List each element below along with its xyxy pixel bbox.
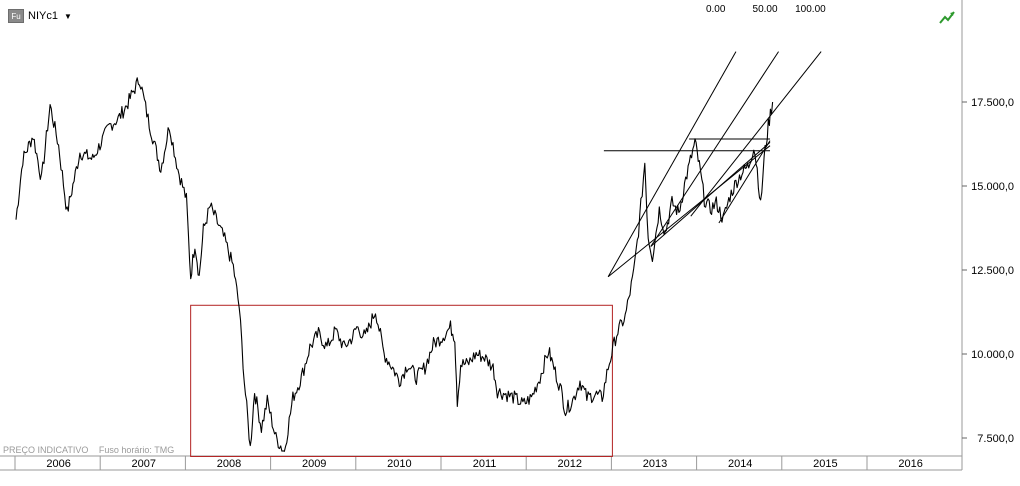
x-tick-label: 2007	[132, 458, 156, 470]
fib-channel-line[interactable]	[690, 51, 822, 217]
fib-channel-line[interactable]	[650, 51, 779, 247]
x-tick-label: 2006	[46, 458, 70, 470]
y-tick-label: 7.500,0	[977, 433, 1014, 445]
fib-level-label: 100.00	[795, 4, 826, 15]
y-tick-label: 10.000,0	[971, 349, 1014, 361]
x-tick-label: 2014	[728, 458, 752, 470]
y-tick-label: 17.500,0	[971, 97, 1014, 109]
futures-icon: Fu	[8, 9, 24, 23]
timezone-note: Fuso horário: TMG	[98, 445, 175, 455]
x-tick-label: 2013	[643, 458, 667, 470]
x-tick-label: 2011	[473, 458, 497, 470]
fib-channel-parallel[interactable]	[607, 145, 771, 278]
trend-arrow-icon[interactable]	[938, 8, 956, 26]
y-tick-label: 15.000,0	[971, 181, 1014, 193]
symbol-label[interactable]: NIYc1	[28, 10, 58, 22]
fib-level-label: 0.00	[706, 4, 726, 15]
fib-level-label: 50.00	[753, 4, 778, 15]
x-tick-label: 2010	[387, 458, 411, 470]
x-tick-label: 2009	[302, 458, 326, 470]
consolidation-box[interactable]	[190, 304, 613, 457]
x-tick-label: 2012	[558, 458, 582, 470]
fib-channel-parallel[interactable]	[718, 140, 771, 224]
y-tick-label: 12.500,0	[971, 265, 1014, 277]
fib-channel-parallel[interactable]	[650, 141, 771, 247]
x-tick-label: 2008	[217, 458, 241, 470]
chart-footnote: PREÇO INDICATIVO Fuso horário: TMG	[3, 445, 182, 455]
chevron-down-icon[interactable]: ▼	[63, 11, 72, 21]
price-series-line[interactable]	[15, 77, 774, 452]
symbol-toolbar[interactable]: Fu NIYc1 ▼	[8, 8, 72, 24]
x-tick-label: 2015	[813, 458, 837, 470]
price-note: PREÇO INDICATIVO	[3, 445, 89, 455]
x-tick-label: 2016	[898, 458, 922, 470]
fib-channel-line[interactable]	[607, 51, 737, 277]
